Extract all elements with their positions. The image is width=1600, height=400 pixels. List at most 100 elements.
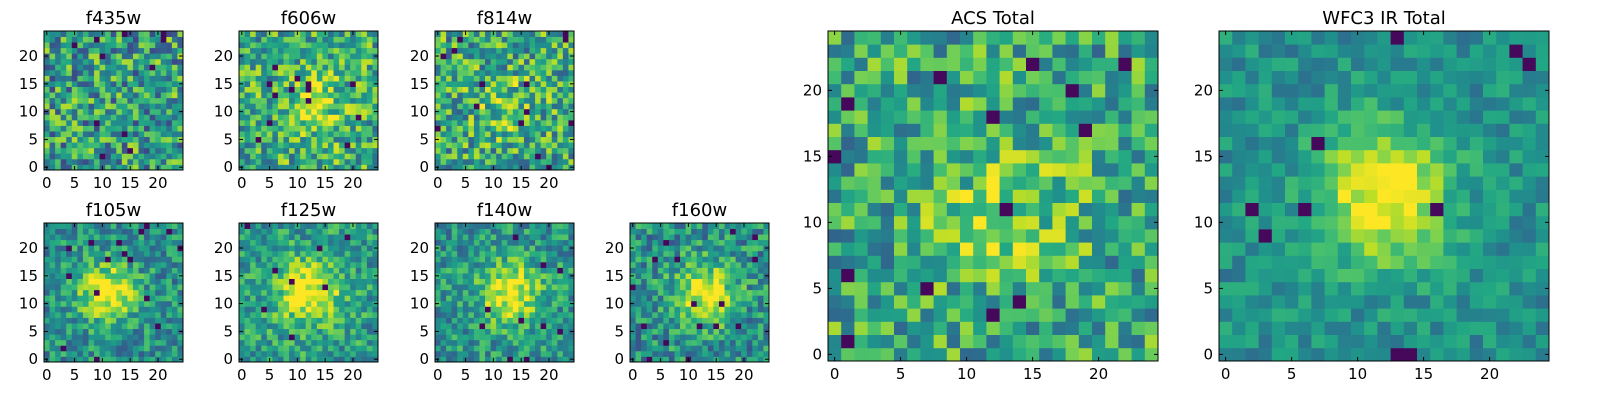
heatmap-cell	[372, 153, 379, 160]
heatmap-cell	[894, 347, 908, 362]
heatmap-cell	[171, 239, 178, 246]
heatmap-cell	[635, 350, 642, 357]
heatmap-cell	[44, 153, 50, 160]
heatmap-cell	[316, 31, 323, 37]
heatmap-cell	[49, 131, 56, 138]
heatmap-cell	[440, 317, 447, 324]
heatmap-cell	[568, 114, 575, 121]
heatmap-cell	[316, 125, 323, 132]
heatmap-cell	[294, 81, 301, 87]
heatmap-cell	[339, 261, 346, 268]
heatmap-cell	[250, 334, 257, 341]
heatmap-cell	[327, 278, 334, 285]
heatmap-cell	[523, 42, 530, 49]
heatmap-cell	[361, 131, 368, 138]
heatmap-cell	[641, 334, 648, 341]
heatmap-cell	[261, 223, 268, 229]
heatmap-cell	[529, 125, 536, 132]
heatmap-cell	[177, 234, 184, 241]
heatmap-cell	[641, 223, 648, 229]
heatmap-cell	[144, 147, 151, 154]
heatmap-cell	[177, 69, 184, 76]
heatmap-cell	[490, 256, 497, 263]
heatmap-cell	[468, 42, 475, 49]
heatmap-cell	[446, 339, 453, 346]
heatmap-cell	[127, 306, 134, 313]
heatmap-cell	[468, 97, 475, 104]
heatmap-cell	[160, 295, 167, 302]
heatmap-cell	[457, 339, 464, 346]
heatmap-cell	[44, 86, 50, 93]
heatmap-cell	[110, 58, 117, 65]
heatmap-cell	[746, 228, 753, 235]
heatmap-cell	[144, 81, 151, 87]
heatmap-cell	[841, 163, 855, 177]
heatmap-cell	[322, 69, 329, 76]
heatmap-cell	[121, 75, 128, 82]
heatmap-cell	[305, 58, 312, 65]
heatmap-cell	[757, 323, 764, 330]
heatmap-cell	[283, 306, 290, 313]
heatmap-cell	[435, 306, 441, 313]
heatmap-cell	[160, 92, 167, 99]
heatmap-cell	[535, 125, 542, 132]
heatmap-cell	[366, 97, 373, 104]
heatmap-cell	[160, 345, 167, 352]
heatmap-cell	[305, 158, 312, 165]
heatmap-cell	[311, 311, 318, 318]
heatmap-cell	[507, 69, 514, 76]
heatmap-cell	[49, 356, 56, 363]
heatmap-cell	[451, 311, 458, 318]
heatmap-cell	[116, 103, 123, 110]
heatmap-cell	[144, 350, 151, 357]
heatmap-cell	[523, 228, 530, 235]
heatmap-cell	[127, 131, 134, 138]
heatmap-cell	[272, 311, 279, 318]
heatmap-cell	[294, 75, 301, 82]
heatmap-cell	[344, 328, 351, 335]
heatmap-cell	[707, 273, 714, 279]
heatmap-cell	[277, 223, 284, 229]
heatmap-cell	[350, 36, 357, 43]
heatmap-cell	[668, 339, 675, 346]
heatmap-cell	[680, 334, 686, 341]
heatmap-cell	[350, 153, 357, 160]
heatmap-cell	[462, 334, 469, 341]
heatmap-cell	[546, 42, 553, 49]
heatmap-cell	[261, 158, 268, 165]
heatmap-cell	[473, 306, 480, 313]
heatmap-cell	[294, 317, 301, 324]
heatmap-cell	[339, 147, 346, 154]
axes-frame-f140w	[434, 222, 575, 363]
heatmap-cell	[568, 69, 575, 76]
heatmap-cell	[518, 97, 525, 104]
heatmap-cell	[691, 261, 698, 268]
heatmap-cell	[355, 103, 362, 110]
heatmap-cell	[99, 64, 106, 71]
heatmap-cell	[1092, 321, 1106, 335]
heatmap-cell	[535, 75, 542, 82]
heatmap-cell	[255, 234, 262, 241]
heatmap-cell	[920, 334, 934, 349]
heatmap-cell	[490, 103, 497, 110]
heatmap-cell	[283, 136, 290, 143]
heatmap-cell	[105, 53, 112, 60]
heatmap-cell	[361, 250, 368, 257]
heatmap-cell	[546, 136, 553, 143]
heatmap-cell	[696, 311, 703, 318]
heatmap-cell	[646, 317, 653, 324]
heatmap-cell	[1012, 189, 1027, 203]
x-tick-label: 5	[265, 366, 275, 384]
heatmap-cell	[289, 306, 295, 313]
heatmap-cell	[110, 356, 117, 363]
heatmap-cell	[1105, 229, 1119, 243]
y-tick-label: 5	[223, 322, 233, 340]
heatmap-cell	[718, 345, 725, 352]
heatmap-cell	[294, 300, 301, 307]
heatmap-cell	[60, 69, 67, 76]
heatmap-cell	[149, 350, 156, 357]
heatmap-cell	[507, 273, 514, 279]
heatmap-cell	[305, 64, 312, 71]
heatmap-cell	[155, 261, 162, 268]
heatmap-cell	[479, 284, 486, 291]
